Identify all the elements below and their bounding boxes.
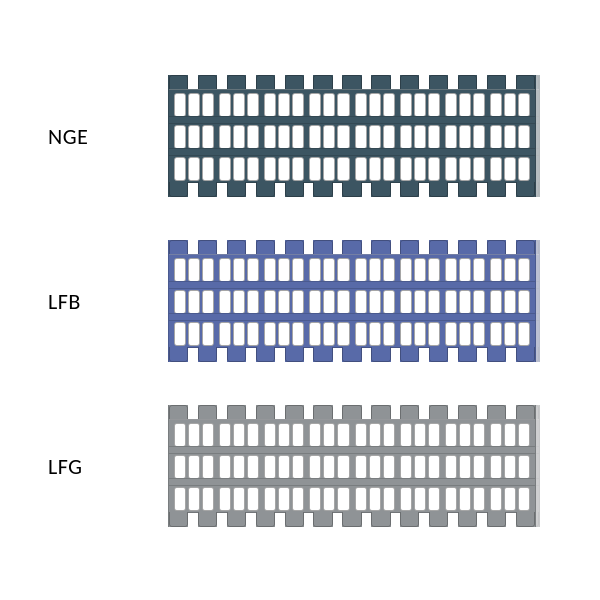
variant-label: LFG — [0, 453, 168, 480]
variant-label: NGE — [0, 123, 168, 150]
belt — [168, 405, 536, 527]
belt — [168, 75, 536, 197]
variant-row-nge: NGE — [0, 75, 600, 197]
belt-swatch-lfg — [168, 405, 538, 527]
belt-colors-figure: NGE LFB LFG — [0, 0, 600, 600]
variant-label: LFB — [0, 288, 168, 315]
variant-row-lfg: LFG — [0, 405, 600, 527]
variant-row-lfb: LFB — [0, 240, 600, 362]
belt-swatch-nge — [168, 75, 538, 197]
belt-swatch-lfb — [168, 240, 538, 362]
belt — [168, 240, 536, 362]
